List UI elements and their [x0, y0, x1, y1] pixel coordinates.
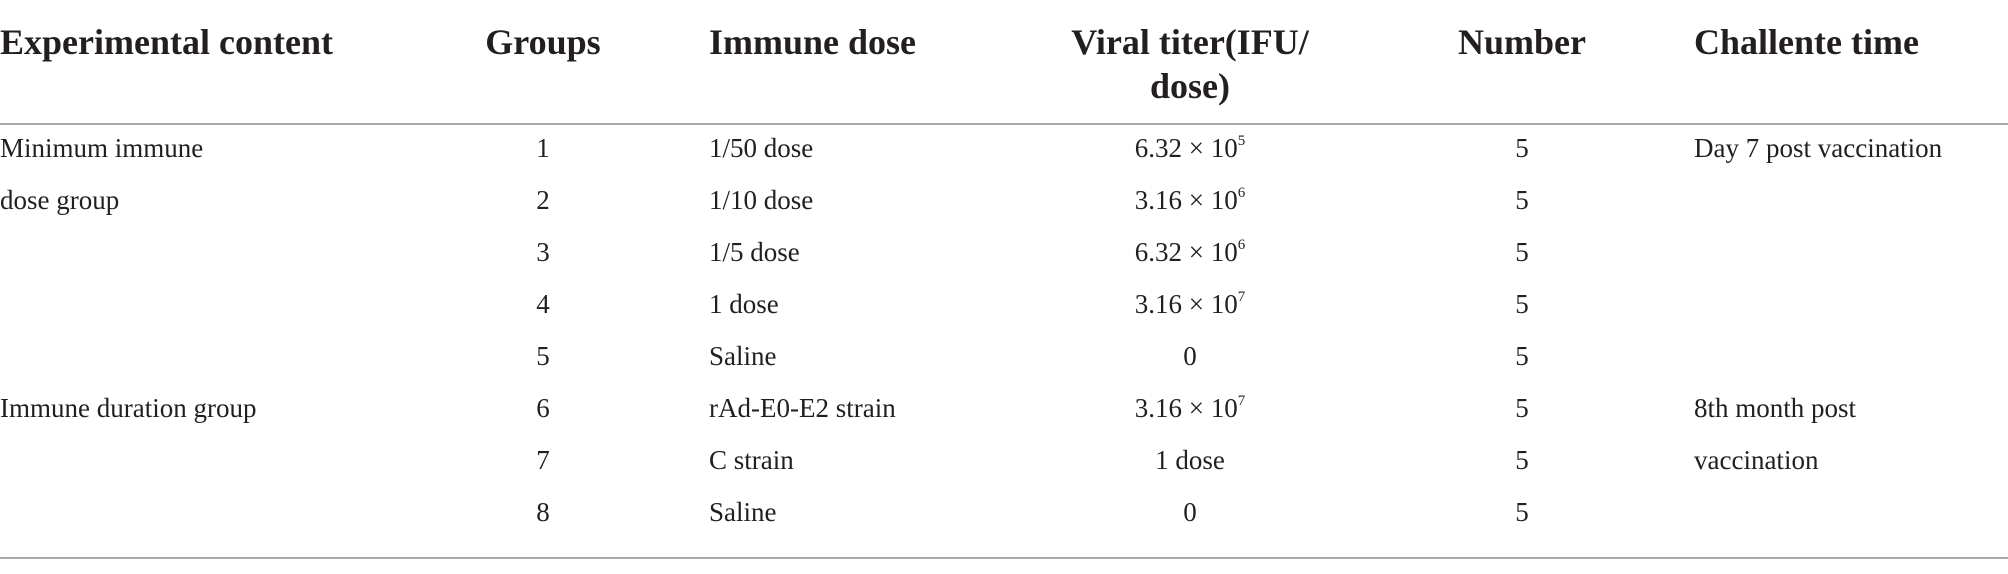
viral-titer-base: 0 — [1183, 497, 1197, 527]
cell-viral-titer: 0 — [1183, 495, 1197, 529]
cell-group: 4 — [536, 289, 550, 319]
cell-group: 1 — [536, 133, 550, 163]
header-viral-titer: Viral titer(IFU/ dose) — [1071, 20, 1309, 108]
viral-titer-base: 0 — [1183, 341, 1197, 371]
bottom-rule — [0, 557, 2008, 559]
cell-experimental-content: Immune duration group — [0, 393, 257, 423]
header-groups: Groups — [485, 22, 601, 62]
cell-challenge-time: Day 7 post vaccination — [1694, 133, 1943, 163]
cell-immune-dose: 1/10 dose — [709, 185, 814, 215]
header-viral-titer-line2: dose) — [1149, 66, 1230, 106]
cell-group: 3 — [536, 237, 550, 267]
cell-immune-dose: 1/50 dose — [709, 133, 814, 163]
cell-number: 5 — [1515, 393, 1529, 423]
header-experimental-content: Experimental content — [0, 22, 333, 62]
cell-viral-titer: 3.16 × 106 — [1135, 183, 1245, 217]
cell-number: 5 — [1515, 289, 1529, 319]
cell-number: 5 — [1515, 133, 1529, 163]
cell-number: 5 — [1515, 445, 1529, 475]
header-challenge-time: Challente time — [1694, 22, 1919, 62]
header-number: Number — [1458, 22, 1586, 62]
viral-titer-exponent: 7 — [1237, 289, 1246, 305]
cell-group: 6 — [536, 393, 550, 423]
cell-immune-dose: 1/5 dose — [709, 237, 800, 267]
cell-number: 5 — [1515, 237, 1529, 267]
cell-immune-dose: 1 dose — [709, 289, 779, 319]
viral-titer-base: 3.16 × 10 — [1134, 289, 1238, 319]
cell-group: 8 — [536, 497, 550, 527]
viral-titer-exponent: 5 — [1237, 133, 1246, 149]
cell-number: 5 — [1515, 341, 1529, 371]
cell-viral-titer: 6.32 × 105 — [1135, 131, 1245, 165]
viral-titer-exponent: 7 — [1237, 393, 1246, 409]
viral-titer-base: 6.32 × 10 — [1134, 237, 1238, 267]
cell-number: 5 — [1515, 185, 1529, 215]
cell-viral-titer: 3.16 × 107 — [1135, 287, 1245, 321]
cell-viral-titer: 3.16 × 107 — [1135, 391, 1245, 425]
cell-challenge-time: 8th month post — [1694, 393, 1857, 423]
cell-experimental-content: dose group — [0, 185, 120, 215]
cell-experimental-content: Minimum immune — [0, 133, 204, 163]
cell-group: 5 — [536, 341, 550, 371]
header-viral-titer-line1: Viral titer(IFU/ — [1071, 22, 1309, 62]
cell-viral-titer: 0 — [1183, 339, 1197, 373]
cell-immune-dose: rAd-E0-E2 strain — [709, 393, 896, 423]
viral-titer-exponent: 6 — [1237, 237, 1246, 253]
viral-titer-base: 1 dose — [1155, 445, 1225, 475]
viral-titer-base: 3.16 × 10 — [1134, 393, 1238, 423]
header-rule — [0, 123, 2008, 125]
cell-viral-titer: 1 dose — [1155, 443, 1225, 477]
cell-immune-dose: C strain — [709, 445, 794, 475]
header-immune-dose: Immune dose — [709, 22, 917, 62]
viral-titer-base: 6.32 × 10 — [1134, 133, 1238, 163]
viral-titer-base: 3.16 × 10 — [1134, 185, 1238, 215]
cell-number: 5 — [1515, 497, 1529, 527]
cell-immune-dose: Saline — [709, 497, 777, 527]
cell-group: 2 — [536, 185, 550, 215]
viral-titer-exponent: 6 — [1237, 185, 1246, 201]
cell-viral-titer: 6.32 × 106 — [1135, 235, 1245, 269]
cell-challenge-time: vaccination — [1694, 445, 1819, 475]
cell-immune-dose: Saline — [709, 341, 777, 371]
cell-group: 7 — [536, 445, 550, 475]
